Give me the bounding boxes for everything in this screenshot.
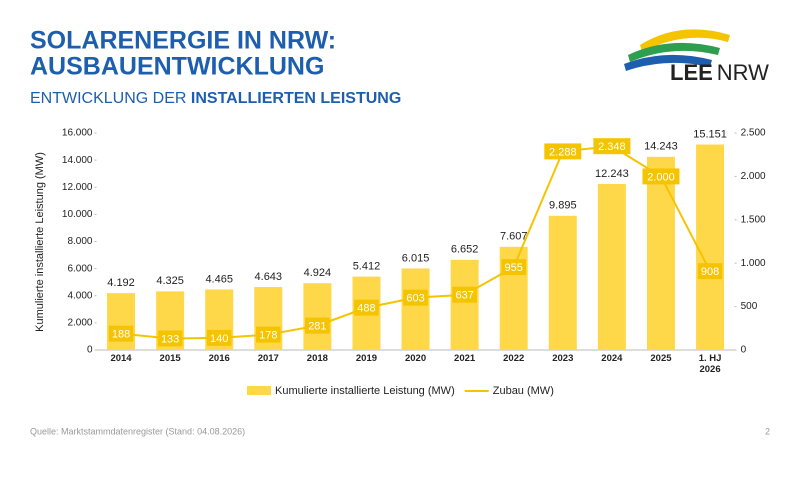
value-label: 5.412: [353, 261, 381, 273]
y2-tick-label: 2.500: [741, 128, 766, 139]
y-tick-label: 16.000: [62, 128, 93, 139]
y-tick-label: 14.000: [62, 155, 93, 166]
logo-text: LEE NRW: [670, 60, 769, 85]
value-label: 188: [112, 329, 130, 341]
value-label: 6.015: [402, 252, 430, 264]
legend-label: Zubau (MW): [493, 385, 554, 397]
value-label: 2.288: [549, 146, 577, 158]
y-tick-label: 6.000: [67, 263, 92, 274]
value-label-box: [108, 325, 134, 342]
legend-swatch: [247, 386, 271, 395]
bar: [450, 259, 479, 350]
y-tick-label: 12.000: [62, 182, 93, 193]
value-label-box: [305, 317, 330, 334]
y2-tick-label: 1.000: [741, 258, 766, 269]
value-label: 7.607: [500, 231, 528, 243]
value-label: 603: [406, 293, 424, 305]
value-label: 4.325: [156, 275, 184, 287]
value-label-box: [354, 299, 379, 316]
y-tick-label: 10.000: [62, 209, 93, 220]
subtitle-plain: ENTWICKLUNG DER: [30, 90, 191, 107]
value-label-box: [697, 263, 723, 280]
bar: [401, 268, 430, 350]
value-label: 12.243: [595, 168, 629, 180]
value-label-box: [544, 143, 582, 160]
x-tick-label: 2015: [159, 353, 181, 364]
value-label-box: [157, 330, 183, 347]
value-label-box: [255, 326, 281, 343]
x-tick-label: 2022: [503, 353, 525, 364]
value-label: 637: [455, 290, 473, 302]
y-tick-label: 8.000: [67, 236, 92, 247]
value-label: 4.465: [205, 273, 233, 285]
x-tick-label: 2019: [355, 353, 378, 364]
title-line: AUSBAUENTWICKLUNG: [30, 53, 324, 81]
value-label: 178: [259, 329, 277, 341]
y-tick-label: 4.000: [67, 290, 92, 301]
y2-tick-label: 0: [741, 345, 747, 356]
y-axis-label: Kumulierte installierte Leistung (MW): [34, 152, 46, 332]
title-line: SOLARENERGIE IN NRW:: [30, 27, 336, 55]
value-label: 6.652: [451, 244, 479, 256]
value-label: 140: [210, 333, 228, 345]
value-label: 281: [308, 321, 326, 333]
value-label-box: [403, 289, 428, 306]
value-label-box: [642, 168, 680, 185]
x-tick-label: 2023: [552, 353, 574, 364]
x-tick-label: 2018: [306, 353, 328, 364]
value-label-box: [501, 259, 527, 276]
bar: [597, 183, 626, 350]
value-label: 2.000: [647, 171, 675, 183]
x-tick-label: 2014: [110, 353, 132, 364]
value-label-box: [452, 286, 477, 303]
value-label: 4.192: [107, 277, 135, 289]
y2-tick-label: 1.500: [741, 214, 766, 225]
subtitle-bold: INSTALLIERTEN LEISTUNG: [191, 90, 401, 107]
page-number: 2: [765, 426, 770, 436]
value-label: 9.895: [549, 200, 577, 212]
value-label: 488: [357, 303, 375, 315]
subtitle: ENTWICKLUNG DER INSTALLIERTEN LEISTUNG: [30, 90, 401, 107]
bar: [303, 283, 332, 350]
x-tick-label: 2017: [257, 353, 279, 364]
y2-tick-label: 2.000: [741, 171, 766, 182]
value-label: 908: [701, 266, 719, 278]
logo-part: NRW: [717, 60, 769, 85]
value-label: 14.243: [644, 141, 678, 153]
value-label: 955: [505, 262, 523, 274]
bar: [646, 156, 675, 350]
value-label: 4.924: [304, 267, 332, 279]
x-tick-label: 1. HJ 2026: [698, 353, 722, 375]
x-tick-label: 2021: [454, 353, 476, 364]
value-label: 133: [161, 333, 179, 345]
x-tick-label: 2025: [650, 353, 672, 364]
x-tick-label: 2016: [208, 353, 230, 364]
value-label-box: [206, 329, 232, 346]
bar: [548, 215, 577, 350]
logo-mark: [624, 29, 730, 71]
value-label: 15.151: [693, 128, 727, 140]
source: Quelle: Marktstammdatenregister (Stand: …: [30, 426, 245, 436]
bar: [696, 144, 725, 350]
legend-label: Kumulierte installierte Leistung (MW): [275, 385, 455, 397]
y2-tick-label: 500: [741, 301, 758, 312]
x-tick-label: 2024: [601, 353, 623, 364]
value-label-box: [593, 138, 631, 155]
logo-part: LEE: [670, 60, 713, 85]
value-label: 4.643: [255, 271, 283, 283]
x-tick-label: 2020: [404, 353, 427, 364]
value-label: 2.348: [598, 141, 626, 153]
y-tick-label: 2.000: [67, 318, 92, 329]
y-tick-label: 0: [87, 345, 93, 356]
